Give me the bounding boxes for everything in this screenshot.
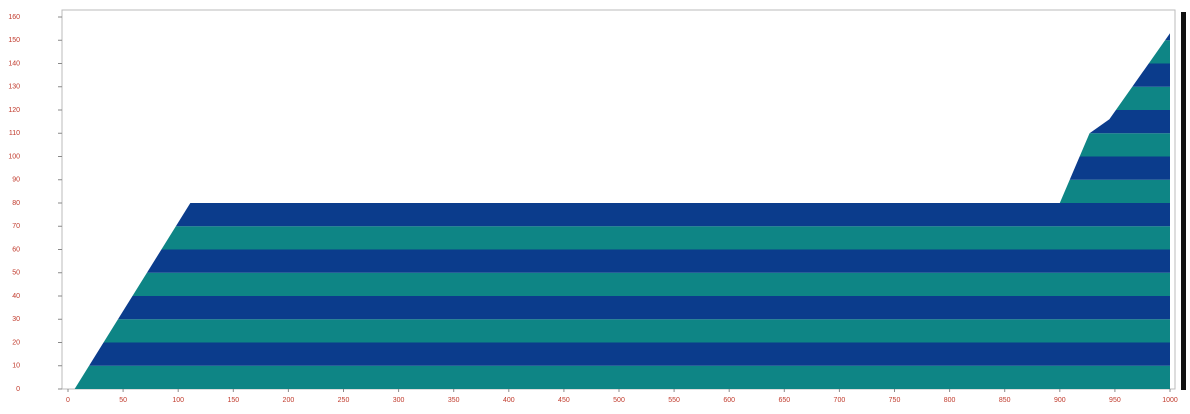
x-tick-label: 700 — [834, 397, 846, 404]
stripe — [74, 296, 1170, 320]
x-tick-label: 600 — [723, 397, 735, 404]
y-tick-label: 160 — [8, 14, 20, 21]
x-tick-label: 500 — [613, 397, 625, 404]
x-tick-label: 400 — [503, 397, 515, 404]
x-tick-label: 200 — [283, 397, 295, 404]
y-tick-label: 80 — [12, 200, 20, 207]
stripe — [74, 319, 1170, 343]
x-tick-label: 250 — [338, 397, 350, 404]
x-tick-label: 350 — [448, 397, 460, 404]
y-tick-label: 140 — [8, 60, 20, 67]
x-tick-label: 550 — [668, 397, 680, 404]
x-tick-label: 150 — [227, 397, 239, 404]
y-tick-label: 10 — [12, 363, 20, 370]
stripe — [74, 249, 1170, 273]
x-tick-label: 0 — [66, 397, 70, 404]
stripe — [74, 226, 1170, 250]
y-tick-label: 150 — [8, 37, 20, 44]
y-tick-label: 50 — [12, 270, 20, 277]
edge-bar — [1181, 12, 1186, 390]
x-tick-label: 450 — [558, 397, 570, 404]
stripe — [74, 342, 1170, 366]
y-tick-label: 70 — [12, 223, 20, 230]
x-tick-label: 900 — [1054, 397, 1066, 404]
x-tick-label: 850 — [999, 397, 1011, 404]
y-tick-label: 100 — [8, 153, 20, 160]
x-tick-label: 750 — [889, 397, 901, 404]
x-tick-label: 50 — [119, 397, 127, 404]
y-tick-label: 30 — [12, 316, 20, 323]
x-tick-label: 650 — [778, 397, 790, 404]
y-tick-label: 40 — [12, 293, 20, 300]
y-tick-label: 130 — [8, 84, 20, 91]
x-tick-label: 300 — [393, 397, 405, 404]
y-tick-label: 90 — [12, 177, 20, 184]
x-tick-label: 100 — [172, 397, 184, 404]
x-tick-label: 800 — [944, 397, 956, 404]
y-tick-label: 0 — [16, 386, 20, 393]
y-tick-label: 110 — [9, 130, 20, 137]
stripe — [74, 272, 1170, 296]
x-tick-label: 1000 — [1162, 397, 1178, 404]
x-tick-label: 950 — [1109, 397, 1121, 404]
y-tick-label: 120 — [8, 107, 20, 114]
y-tick-label: 20 — [12, 339, 20, 346]
stripe — [74, 365, 1170, 389]
stripe — [74, 203, 1170, 227]
y-tick-label: 60 — [12, 246, 20, 253]
